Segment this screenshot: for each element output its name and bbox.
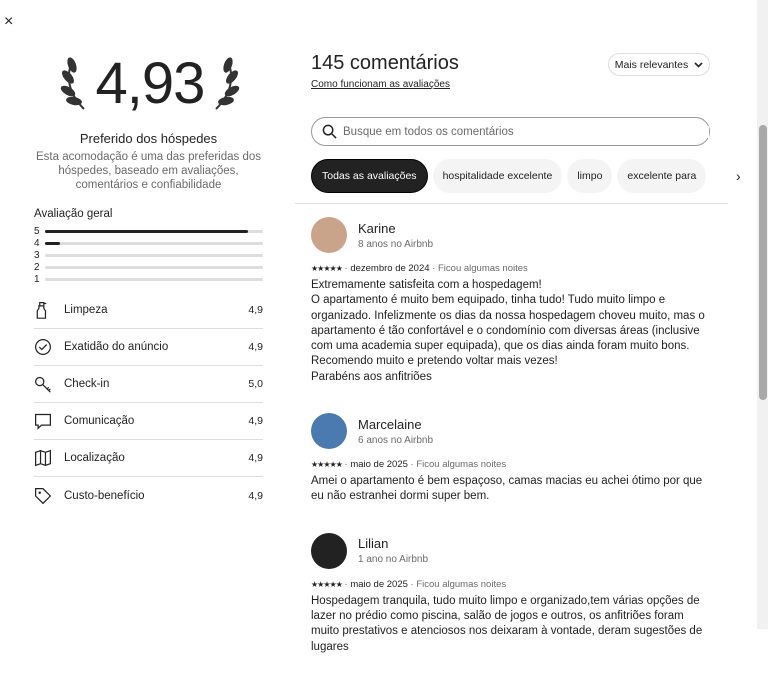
key-icon [35,376,51,393]
category-score: 4,9 [248,341,263,353]
category-ratings: Limpeza 4,9 Exatidão do anúncio 4,9 Check-in… [34,292,263,514]
review-date: maio de 2025 [350,459,408,471]
how-reviews-work-link[interactable]: Como funcionam as avaliações [311,79,450,90]
bar-track [45,265,263,269]
search-reviews-field[interactable] [311,117,710,146]
review-item: Lilian 1 ano no Airbnb ★★★★★ · maio de 20… [311,532,711,655]
review-date: maio de 2025 [350,578,408,590]
stay-length: Ficou algumas noites [416,459,507,471]
star-rating-icon: ★★★★★ [311,460,343,470]
reviews-list: Karine 8 anos no Airbnb ★★★★★ · dezembro … [311,217,711,683]
review-item: Karine 8 anos no Airbnb ★★★★★ · dezembro … [311,217,711,385]
star-label: 4 [34,237,40,249]
rating-hero: 4,93 [50,48,250,118]
review-filter-chips: Todas as avaliações hospitalidade excelen… [311,159,707,193]
reviewer-tenure: 8 anos no Airbnb [358,238,434,250]
rating-bar-2: 2 [34,261,263,273]
category-score: 4,9 [248,452,263,464]
category-label: Exatidão do anúncio [64,341,169,353]
tag-icon [35,487,52,504]
star-label: 3 [34,249,40,261]
review-text: Hospedagem tranquila, tudo muito limpo e… [311,594,703,653]
category-score: 5,0 [248,378,263,390]
category-limpeza: Limpeza 4,9 [34,292,263,329]
category-score: 4,9 [248,415,263,427]
rating-bar-3: 3 [34,249,263,261]
laurel-right-icon [215,57,240,110]
star-rating-icon: ★★★★★ [311,264,343,273]
divider [295,203,728,204]
rating-bar-1: 1 [34,273,263,285]
filter-chip[interactable]: limpo [567,159,613,193]
chat-bubble-icon [35,413,51,430]
filter-chip[interactable]: excelente para [617,159,707,193]
star-rating-icon: ★★★★★ [311,579,343,589]
stay-length: Ficou algumas noites [438,263,528,274]
guest-favorite-title: Preferido dos hóspedes [79,131,218,146]
review-date: dezembro de 2024 [350,263,430,274]
category-comunica-o: Comunicação 4,9 [34,403,263,440]
category-label: Limpeza [64,304,108,316]
bar-fill [45,241,61,245]
review-text: Amei o apartamento é bem espaçoso, camas… [311,475,703,503]
search-reviews-input[interactable] [343,125,709,138]
avatar[interactable] [311,217,347,253]
filter-chip[interactable]: hospitalidade excelente [432,159,563,193]
stay-length: Ficou algumas noites [416,578,507,590]
category-label: Comunicação [64,415,135,427]
reviewer-name: Lilian [358,536,389,552]
sort-dropdown[interactable]: Mais relevantes [608,53,710,76]
rating-summary: Preferido dos hóspedes Esta acomodação é… [34,131,263,514]
category-exatid-o-do-an-ncio: Exatidão do anúncio 4,9 [34,329,263,366]
reviewer-tenure: 1 ano no Airbnb [358,554,429,566]
chevron-down-icon [694,61,703,68]
review-text: Extremamente satisfeita com a hospedagem… [311,279,705,383]
star-label: 5 [34,225,40,237]
review-item: Marcelaine 6 anos no Airbnb ★★★★★ · maio … [311,413,711,505]
category-score: 4,9 [248,304,263,316]
guest-favorite-description: Esta acomodação é uma das preferidas dos… [35,151,262,191]
map-icon [35,449,51,467]
close-button[interactable]: × [4,13,14,30]
avatar[interactable] [311,532,347,569]
overall-rating-label: Avaliação geral [34,208,113,220]
category-label: Check-in [64,378,110,390]
filter-chip[interactable]: Todas as avaliações [311,159,428,193]
avatar[interactable] [311,413,347,450]
bar-track [45,253,263,257]
bar-track [45,229,263,233]
category-custo-benef-cio: Custo-benefício 4,9 [34,477,263,514]
rating-bar-4: 4 [34,237,263,249]
category-label: Localização [64,452,125,464]
rating-bar-5: 5 [34,225,263,237]
reviewer-name: Karine [358,220,396,236]
chips-next-arrow-icon[interactable]: › [736,168,741,184]
star-label: 1 [34,273,40,285]
reviews-count: 145 comentários [311,52,459,74]
bar-fill [45,229,248,233]
overall-rating-value: 4,93 [95,50,206,116]
category-check-in: Check-in 5,0 [34,366,263,403]
laurel-left-icon [60,57,85,110]
spray-bottle-icon [36,302,47,319]
category-label: Custo-benefício [64,489,145,502]
reviewer-tenure: 6 anos no Airbnb [358,434,434,446]
sort-label: Mais relevantes [614,58,689,71]
star-label: 2 [34,261,40,273]
search-icon [322,124,337,139]
bar-track [45,241,263,245]
category-score: 4,9 [248,489,263,502]
bar-track [45,277,263,281]
reviewer-name: Marcelaine [358,416,422,432]
category-localiza-o: Localização 4,9 [34,440,263,477]
scrollbar-thumb[interactable] [759,125,767,400]
check-circle-icon [35,339,51,355]
